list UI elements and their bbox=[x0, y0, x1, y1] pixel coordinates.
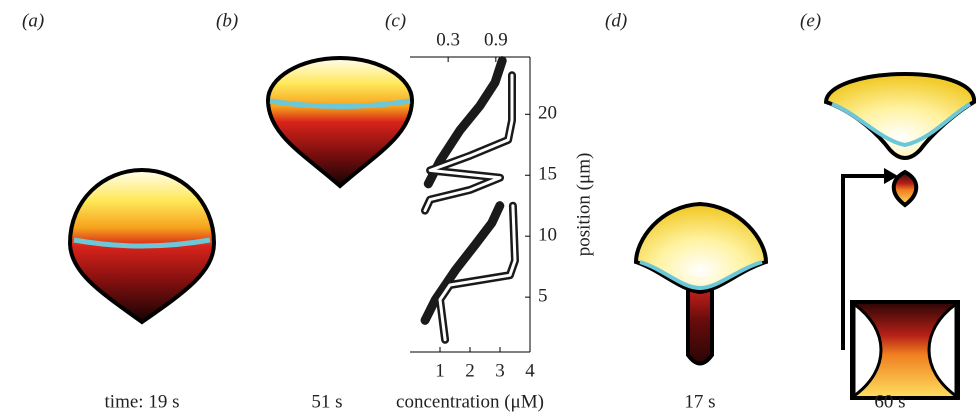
panel-label: (b) bbox=[216, 10, 238, 31]
figure: (a)(b)(c)(d)(e)time: 19 s51 s17 s60 s 12… bbox=[0, 0, 976, 417]
panel-label: (c) bbox=[385, 10, 406, 31]
caption: 17 s bbox=[684, 391, 715, 412]
y-tick-label: 5 bbox=[538, 286, 548, 307]
droplet-d bbox=[636, 204, 766, 364]
x2-tick-label: 0.3 bbox=[436, 29, 460, 50]
x-tick-label: 2 bbox=[465, 360, 475, 381]
x-axis-label: concentration (μM) bbox=[396, 391, 544, 412]
droplet-e bbox=[826, 74, 974, 398]
droplet-b bbox=[268, 58, 412, 186]
x2-tick-label: 0.9 bbox=[484, 29, 508, 50]
x-tick-label: 4 bbox=[525, 360, 535, 381]
x-tick-label: 1 bbox=[435, 360, 445, 381]
panel-label: (a) bbox=[22, 10, 44, 31]
y-tick-label: 20 bbox=[538, 103, 557, 124]
caption: 51 s bbox=[311, 391, 342, 412]
panel-label: (d) bbox=[605, 10, 627, 31]
panel-label: (e) bbox=[800, 10, 821, 31]
y-axis-label: position (μm) bbox=[573, 153, 594, 257]
y-tick-label: 15 bbox=[538, 164, 557, 185]
caption: 60 s bbox=[874, 391, 905, 412]
x-tick-label: 3 bbox=[495, 360, 505, 381]
caption: time: 19 s bbox=[105, 391, 180, 412]
y-tick-label: 10 bbox=[538, 225, 557, 246]
droplet-a bbox=[70, 170, 214, 322]
